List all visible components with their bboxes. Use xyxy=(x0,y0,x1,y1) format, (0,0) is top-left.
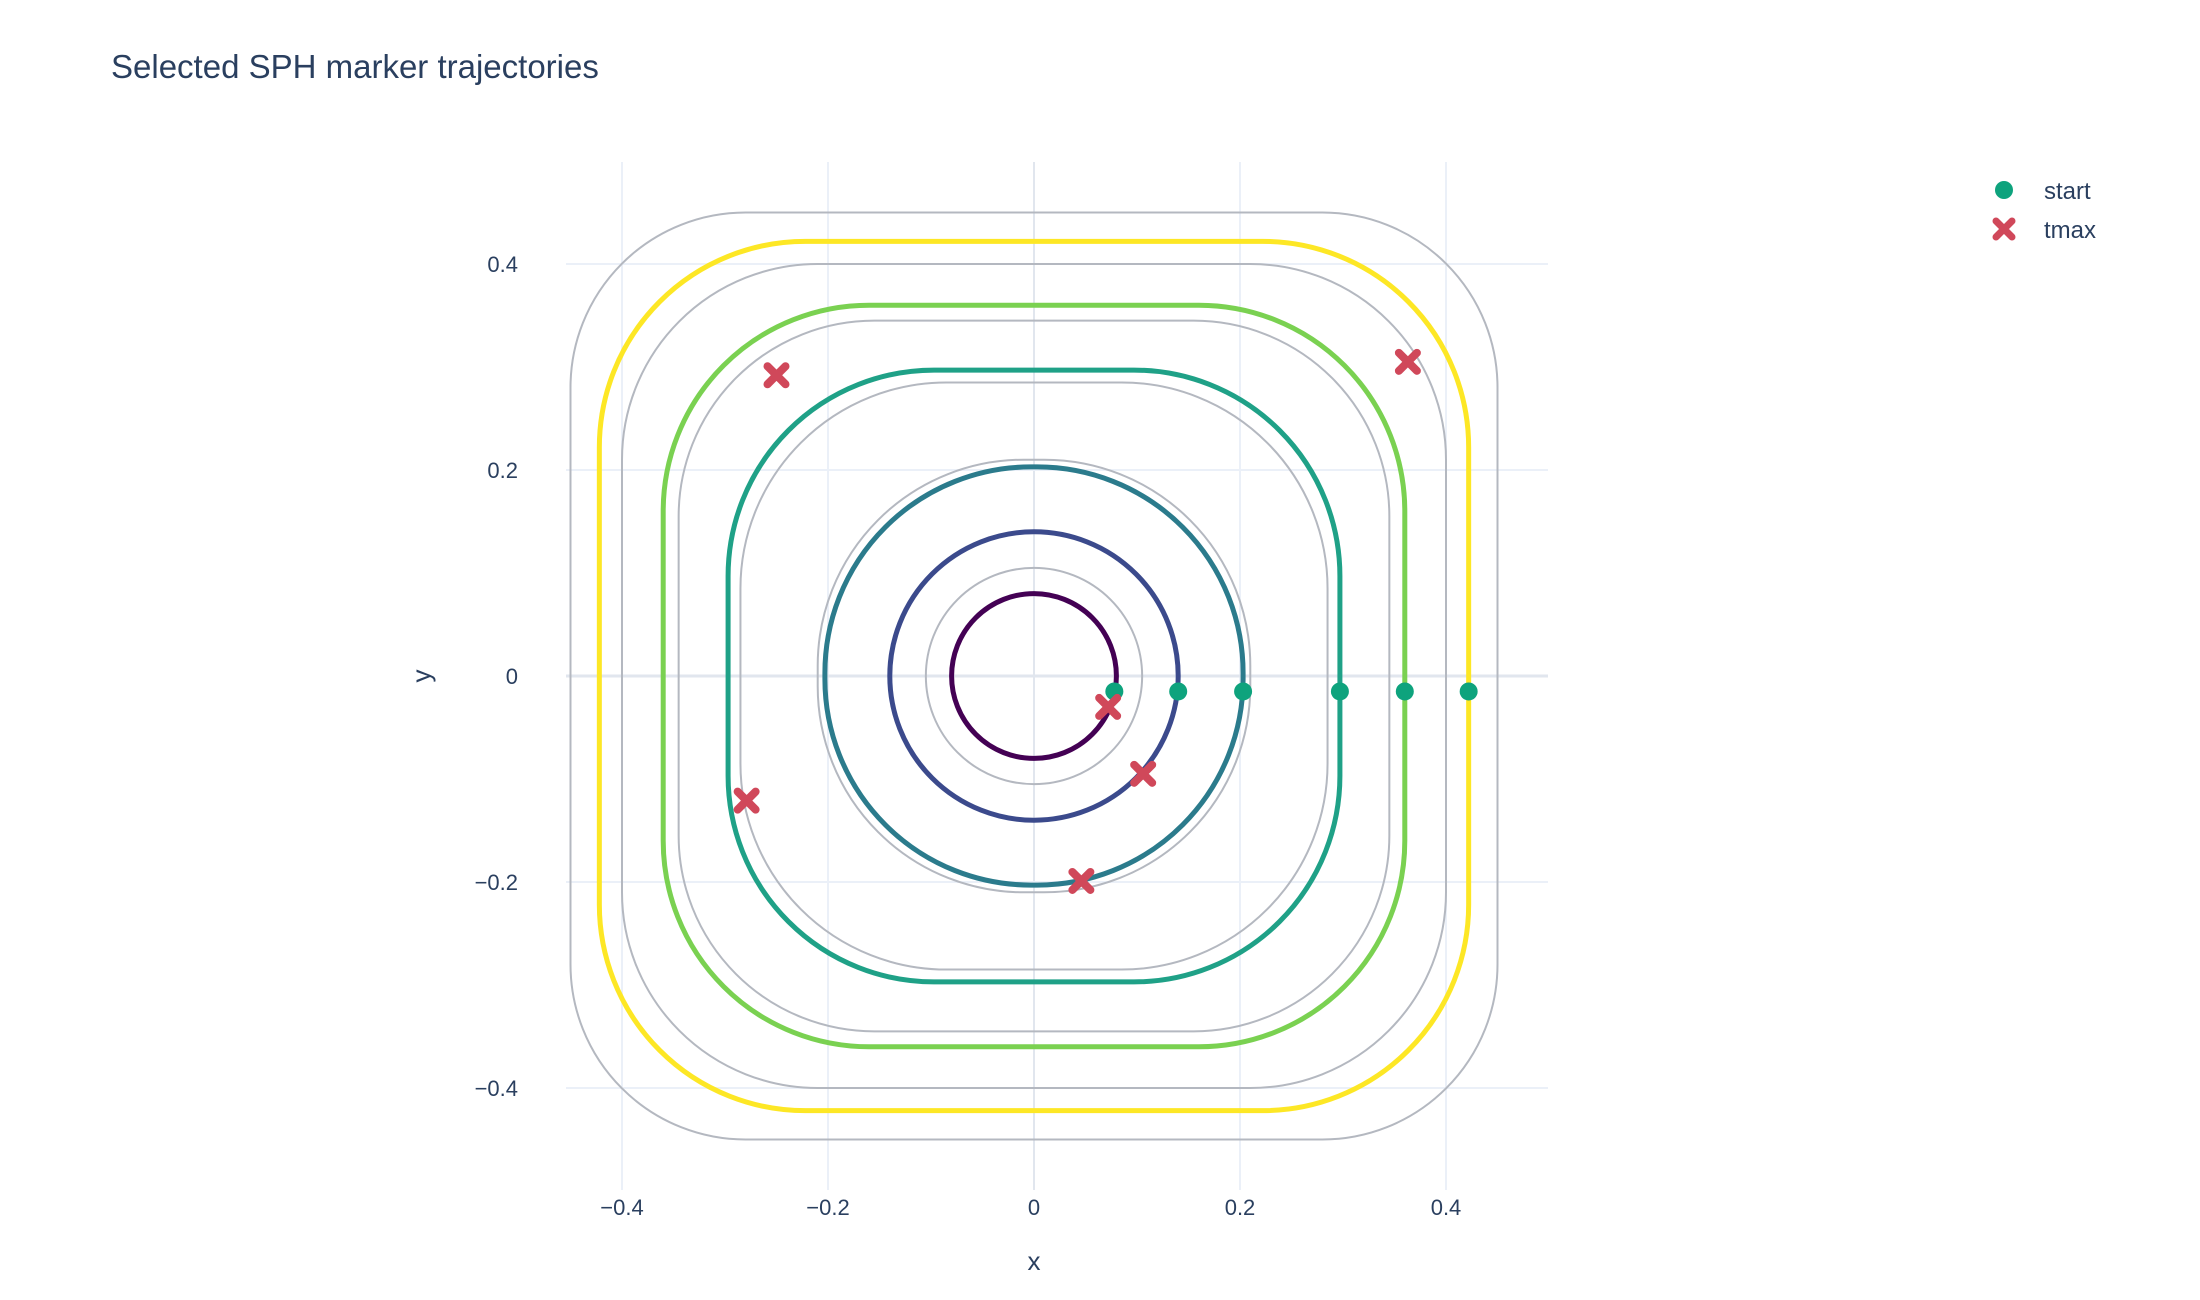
tmax-point xyxy=(1394,348,1421,375)
y-tick-label: 0 xyxy=(506,664,518,689)
legend-start-label: start xyxy=(2044,178,2091,205)
tmax-point xyxy=(763,362,790,389)
start-markers xyxy=(1105,682,1478,701)
start-point xyxy=(1330,682,1349,701)
legend-start-marker xyxy=(1995,181,2013,199)
trajectory-line xyxy=(949,591,1119,761)
trajectory-line xyxy=(596,238,1472,1114)
y-tick-label: −0.4 xyxy=(475,1076,518,1101)
start-point xyxy=(1459,682,1478,701)
legend[interactable]: start tmax xyxy=(1992,178,2096,244)
tmax-point xyxy=(1095,693,1122,720)
x-tick-label: 0.2 xyxy=(1225,1195,1256,1220)
trajectory-lines xyxy=(596,238,1472,1114)
start-point xyxy=(1395,682,1414,701)
legend-item-start[interactable]: start xyxy=(1995,178,2091,205)
reference-contour xyxy=(569,211,1499,1141)
trajectory-line xyxy=(887,529,1181,823)
reference-contour xyxy=(677,319,1391,1033)
grid-lines xyxy=(566,162,1548,1190)
x-tick-label: 0 xyxy=(1028,1195,1040,1220)
x-axis-title: x xyxy=(1028,1246,1041,1276)
x-tick-label: 0.4 xyxy=(1431,1195,1462,1220)
reference-contour xyxy=(739,381,1329,971)
y-tick-label: 0.4 xyxy=(487,252,518,277)
trajectory-line xyxy=(822,464,1246,888)
x-tick-label: −0.4 xyxy=(600,1195,643,1220)
y-axis-title: y xyxy=(406,670,436,683)
trajectory-line xyxy=(725,367,1343,985)
trajectory-line xyxy=(660,302,1408,1050)
reference-contour xyxy=(816,458,1252,894)
chart-title: Selected SPH marker trajectories xyxy=(111,48,599,85)
legend-item-tmax[interactable]: tmax xyxy=(1992,217,2096,244)
start-point xyxy=(1169,682,1188,701)
x-tick-label: −0.2 xyxy=(806,1195,849,1220)
reference-contours xyxy=(569,211,1499,1141)
y-tick-label: −0.2 xyxy=(475,870,518,895)
start-point xyxy=(1234,682,1253,701)
legend-tmax-marker xyxy=(1992,217,2016,241)
legend-tmax-label: tmax xyxy=(2044,217,2096,244)
tmax-point xyxy=(1130,760,1157,787)
reference-contour xyxy=(924,566,1144,786)
reference-contour xyxy=(621,263,1447,1089)
tmax-markers xyxy=(733,348,1421,894)
tmax-point xyxy=(1068,867,1095,894)
y-tick-labels: 0.4 0.2 0 −0.2 −0.4 xyxy=(475,252,518,1101)
x-tick-labels: −0.4 −0.2 0 0.2 0.4 xyxy=(600,1195,1461,1220)
tmax-point xyxy=(733,787,760,814)
y-tick-label: 0.2 xyxy=(487,458,518,483)
